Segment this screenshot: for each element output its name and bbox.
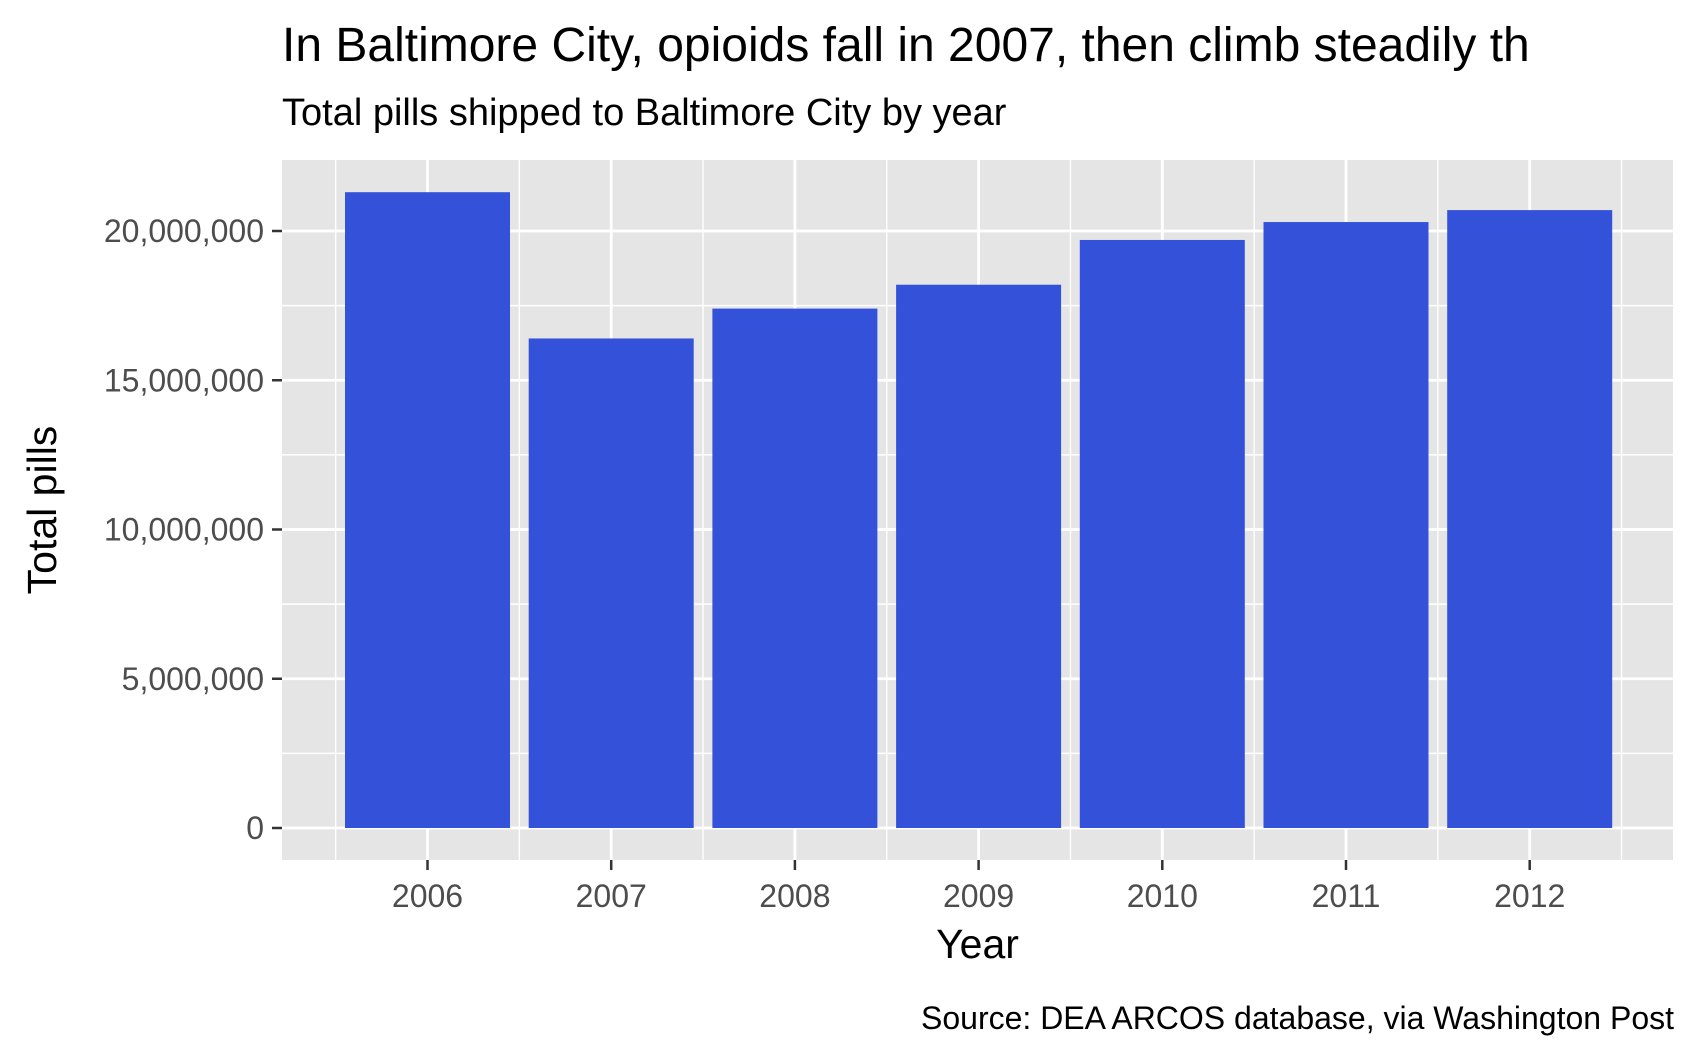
x-tick-label: 2006 [392,878,463,914]
bar-2012 [1447,210,1613,829]
bar-2009 [896,284,1062,829]
chart-subtitle: Total pills shipped to Baltimore City by… [282,92,1007,134]
y-tick-label: 5,000,000 [122,661,264,697]
y-tick-label: 0 [246,810,264,846]
x-tick-label: 2010 [1127,878,1198,914]
x-tick-label: 2008 [759,878,830,914]
y-tick-label: 15,000,000 [104,362,264,398]
chart-title: In Baltimore City, opioids fall in 2007,… [282,19,1530,72]
y-axis: 0 5,000,000 10,000,000 15,000,000 20,000,000 [104,213,282,846]
bar-2007 [528,338,694,828]
x-tick-label: 2009 [943,878,1014,914]
x-tick-label: 2007 [576,878,647,914]
bar-2010 [1079,239,1245,828]
bar-2006 [345,192,510,828]
y-axis-title: Total pills [19,426,65,595]
y-tick-label: 10,000,000 [104,512,264,548]
x-tick-label: 2011 [1312,878,1381,914]
x-axis-title: Year [936,921,1019,967]
bar-2008 [712,308,878,828]
x-axis: 2006 2007 2008 2009 2010 2011 2012 [392,860,1565,914]
y-tick-label: 20,000,000 [104,213,264,249]
x-tick-label: 2012 [1494,878,1565,914]
bars [345,192,1613,829]
bar-2011 [1263,222,1429,829]
source-caption: Source: DEA ARCOS database, via Washingt… [921,1000,1674,1036]
